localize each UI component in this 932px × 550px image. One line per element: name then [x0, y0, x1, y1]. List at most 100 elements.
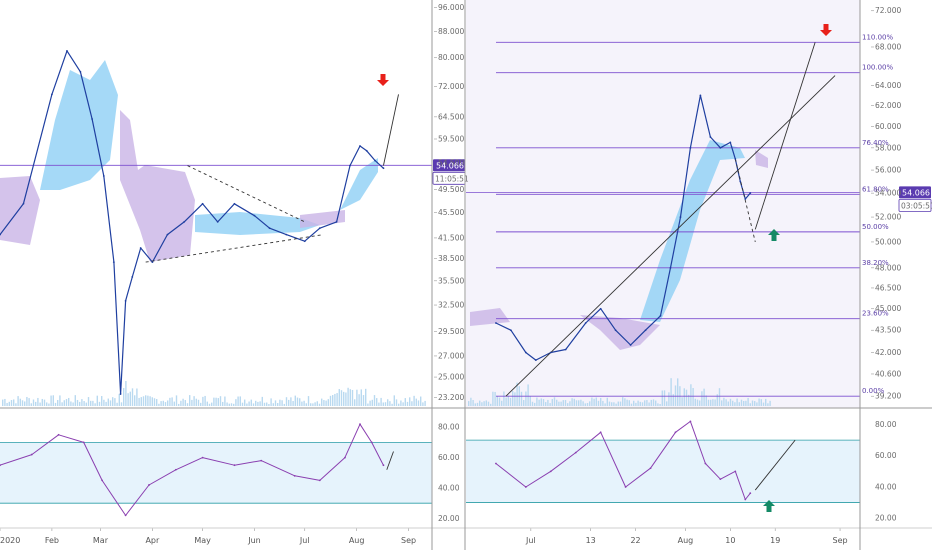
right-price-series-point [584, 322, 587, 324]
sell-arrow-icon [377, 74, 389, 86]
left-price-series-point [91, 118, 93, 120]
last-price-badge-countdown-bg [898, 198, 932, 212]
price-tick-label: 42.000 [875, 348, 901, 357]
volume-bar [281, 400, 283, 406]
sell-arrow-icon [820, 24, 832, 36]
volume-bar [591, 397, 593, 406]
volume-bar [525, 391, 527, 406]
volume-bar [325, 400, 327, 406]
left-rsi-series-point [370, 441, 373, 444]
volume-bar [131, 388, 134, 406]
right-rsi-series-point [689, 420, 692, 423]
time-tick-label: Aug [349, 536, 365, 545]
volume-bar [492, 391, 494, 406]
volume-bar [580, 399, 582, 406]
volume-bar [145, 395, 147, 406]
volume-bar [732, 400, 734, 406]
volume-bar [303, 400, 305, 406]
right-rsi-series-point [744, 498, 747, 501]
left-rsi-series-point [0, 464, 1, 467]
volume-bar [635, 402, 637, 406]
volume-bar [206, 401, 208, 406]
volume-bar [215, 397, 217, 406]
volume-bar [479, 400, 481, 406]
last-price-badge-bg [899, 186, 931, 199]
volume-bar [248, 401, 250, 406]
time-tick-label: 2020 [0, 536, 20, 545]
volume-bar [26, 396, 28, 406]
volume-bar [404, 398, 406, 406]
price-tick-label: 27.000 [438, 351, 464, 360]
volume-bar [270, 398, 272, 406]
left-price-series-point [285, 233, 288, 236]
volume-bar [569, 401, 571, 406]
volume-bar [481, 402, 483, 406]
volume-bar [413, 395, 415, 406]
volume-bar [263, 402, 266, 406]
volume-bar [751, 400, 754, 406]
right-rsi-series-point [734, 470, 737, 473]
cloud-bull [340, 158, 378, 210]
right-price-series-point [564, 348, 567, 351]
volume-bar [613, 402, 615, 406]
time-tick-label: Jul [525, 536, 536, 545]
price-tick-label: 29.500 [438, 327, 464, 336]
volume-bar [277, 403, 279, 406]
price-tick-label: 64.000 [875, 81, 901, 90]
volume-bar [184, 400, 186, 406]
volume-bar [589, 401, 591, 406]
left-price-series-point [79, 70, 82, 73]
volume-bar [749, 403, 751, 406]
rsi-tick-label: 80.00 [438, 423, 460, 432]
volume-bar [714, 399, 716, 406]
left-price-series-point [201, 202, 204, 205]
volume-bar [584, 403, 586, 406]
volume-bar [28, 398, 30, 406]
left-rsi-band [0, 442, 432, 504]
volume-bar [114, 398, 116, 406]
fib-level-label: 38.20% [862, 259, 889, 267]
volume-bar [197, 399, 200, 406]
fib-level-label: 76.40% [862, 139, 889, 147]
volume-bar [19, 398, 21, 406]
volume-bar [367, 403, 369, 406]
price-tick-label: 43.500 [875, 326, 901, 335]
volume-bar [318, 403, 321, 406]
volume-bar [694, 398, 696, 406]
right-price-series-point [629, 344, 632, 346]
volume-bar [468, 401, 470, 406]
left-rsi-series-point [201, 456, 204, 459]
left-rsi-series-point [57, 433, 60, 436]
price-tick-label: 62.000 [875, 101, 901, 110]
volume-bar [369, 400, 371, 406]
volume-bar [503, 391, 505, 406]
volume-bar [125, 380, 127, 406]
volume-bar [283, 403, 285, 406]
right-rsi-series-point [549, 470, 552, 473]
price-tick-label: 45.000 [875, 304, 901, 313]
volume-bar [696, 399, 699, 406]
cloud-bear [120, 110, 195, 262]
volume-bar [266, 402, 268, 406]
left-price-series-point [119, 393, 122, 395]
volume-bar [96, 395, 98, 406]
left-price-series-point [0, 233, 1, 236]
right-price-series-point [689, 146, 692, 149]
volume-bar [340, 390, 343, 406]
fib-level-label: 61.80% [862, 185, 889, 193]
volume-bar [103, 399, 105, 406]
right-price-series-point [614, 329, 617, 332]
volume-bar [59, 395, 61, 406]
volume-bar [178, 403, 180, 406]
right-price-panel [466, 0, 860, 408]
volume-bar [334, 393, 336, 406]
volume-bar [219, 396, 222, 406]
rsi-tick-label: 60.00 [438, 453, 460, 462]
volume-bar [329, 395, 332, 406]
right-price-series-point [744, 198, 747, 200]
volume-bar [655, 400, 657, 406]
volume-bar [668, 392, 670, 406]
volume-bar [657, 403, 659, 406]
volume-bar [90, 400, 92, 406]
